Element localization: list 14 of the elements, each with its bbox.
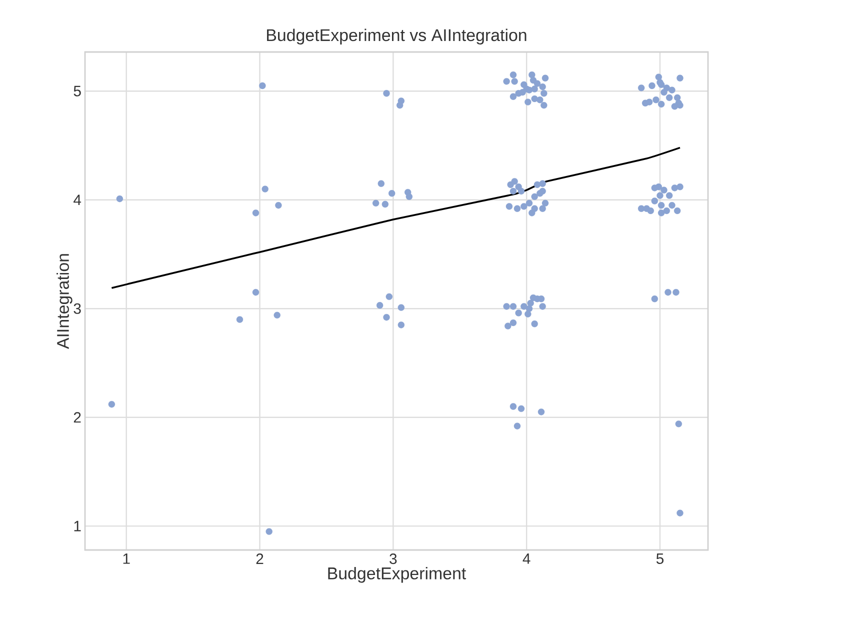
y-tick-label: 3 xyxy=(74,303,81,314)
y-tick-label: 5 xyxy=(74,86,81,96)
x-tick-label: 5 xyxy=(656,554,664,564)
y-axis-title: AIIntegration xyxy=(56,254,72,349)
y-tick-label: 2 xyxy=(74,412,81,423)
x-tick-label: 1 xyxy=(123,554,130,564)
x-tick-label: 2 xyxy=(256,554,264,564)
y-tick-label: 4 xyxy=(74,194,82,206)
line-series xyxy=(110,146,681,289)
x-tick-label: 4 xyxy=(522,554,530,564)
x-axis-title: BudgetExperiment xyxy=(328,566,466,583)
x-tick-label: 3 xyxy=(390,554,397,564)
y-tick-label: 1 xyxy=(74,520,81,532)
chart-title: BudgetExperiment vs AIIntegration xyxy=(267,28,526,44)
